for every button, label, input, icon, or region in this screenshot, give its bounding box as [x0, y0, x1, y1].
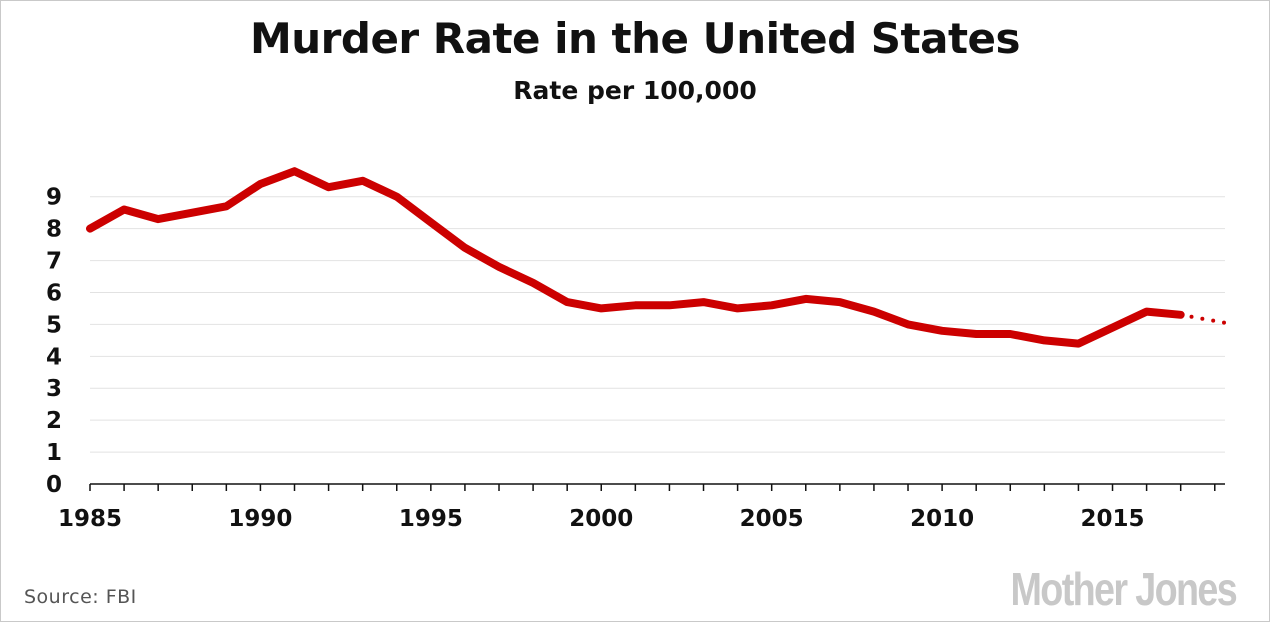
y-tick-label: 7	[46, 249, 62, 275]
x-tick-label: 1990	[228, 506, 292, 532]
y-tick-label: 5	[46, 312, 62, 338]
y-tick-label: 3	[46, 376, 62, 402]
y-tick-label: 6	[46, 280, 62, 306]
y-tick-label: 2	[46, 408, 62, 434]
murder-rate-line	[86, 167, 1185, 348]
tick-labels: 0 1 2 3 4 5 6 7 8 9 1985 1990 1995 2000 2005 2010 2015	[46, 185, 1145, 532]
x-tick-label: 2015	[1081, 506, 1145, 532]
axes	[89, 483, 1225, 491]
gridlines	[90, 196, 1225, 453]
y-tick-label: 8	[46, 217, 62, 243]
chart-title: Murder Rate in the United States	[249, 14, 1021, 63]
x-tick-label: 2000	[569, 506, 633, 532]
source-note: Source: FBI	[24, 586, 137, 608]
x-tick-label: 2005	[740, 506, 804, 532]
brand-logo: Mother Jones	[1010, 563, 1237, 615]
y-tick-label: 1	[46, 440, 62, 466]
x-tick-label: 2010	[910, 506, 974, 532]
x-tick-label: 1985	[58, 506, 122, 532]
x-tick-label: 1995	[399, 506, 463, 532]
series-group	[86, 167, 1227, 348]
y-tick-label: 0	[46, 472, 62, 498]
projection-line	[1178, 312, 1227, 325]
y-tick-label: 9	[46, 185, 62, 211]
y-tick-label: 4	[46, 344, 62, 370]
chart-subtitle: Rate per 100,000	[513, 76, 757, 105]
